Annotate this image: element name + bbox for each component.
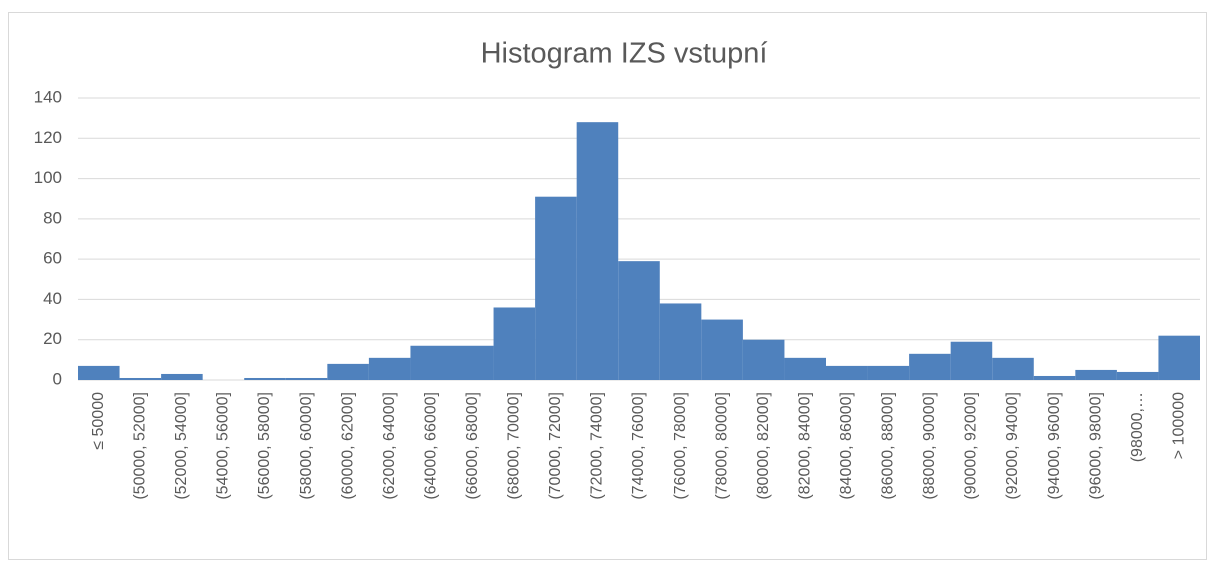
bar xyxy=(244,377,286,380)
bar xyxy=(992,357,1034,380)
x-tick-label: (90000, 92000] xyxy=(963,392,980,500)
x-tick-label: (86000, 88000] xyxy=(880,392,897,500)
y-tick-label: 120 xyxy=(34,128,62,147)
bar xyxy=(659,303,702,380)
bar xyxy=(826,365,868,380)
y-tick-label: 100 xyxy=(34,168,62,187)
bar xyxy=(701,319,743,380)
bar xyxy=(493,307,536,380)
x-tick-label: (84000, 86000] xyxy=(838,392,855,500)
y-tick-label: 80 xyxy=(43,208,62,227)
x-tick-label: (68000, 70000] xyxy=(506,392,523,500)
x-tick-label: (76000, 78000] xyxy=(672,392,689,500)
y-tick-label: 20 xyxy=(43,329,62,348)
x-tick-label: (70000, 72000] xyxy=(547,392,564,500)
x-tick-label: (58000, 60000] xyxy=(298,392,315,500)
bar xyxy=(742,339,785,380)
x-tick-label: (64000, 66000] xyxy=(422,392,439,500)
bar xyxy=(119,377,162,380)
bar xyxy=(1116,371,1159,380)
bar xyxy=(576,122,619,381)
bar xyxy=(327,363,369,380)
bar xyxy=(784,357,826,380)
bar xyxy=(950,341,993,380)
bar xyxy=(410,345,452,380)
bar xyxy=(867,365,910,380)
bar xyxy=(368,357,411,380)
x-tick-label: (66000, 68000] xyxy=(464,392,481,500)
x-tick-label: (98000,… xyxy=(1129,392,1146,462)
x-tick-label: (60000, 62000] xyxy=(339,392,356,500)
x-tick-label: (80000, 82000] xyxy=(755,392,772,500)
x-tick-label: ≤ 50000 xyxy=(90,392,107,450)
bar xyxy=(78,365,120,380)
bar xyxy=(1158,335,1200,380)
x-tick-label: (96000, 98000] xyxy=(1087,392,1104,500)
x-tick-label: (82000, 84000] xyxy=(796,392,813,500)
chart-title: Histogram IZS vstupní xyxy=(481,38,768,70)
bar xyxy=(285,377,328,380)
x-tick-label: (56000, 58000] xyxy=(256,392,273,500)
x-tick-label: (54000, 56000] xyxy=(215,392,232,500)
bar xyxy=(535,196,577,380)
x-tick-label: (78000, 80000] xyxy=(713,392,730,500)
bar xyxy=(618,261,660,380)
y-tick-label: 0 xyxy=(53,369,62,388)
x-tick-label: (74000, 76000] xyxy=(630,392,647,500)
x-tick-label: (92000, 94000] xyxy=(1004,392,1021,500)
y-tick-label: 40 xyxy=(43,289,62,308)
bar xyxy=(452,345,494,380)
x-tick-label: > 100000 xyxy=(1170,392,1187,459)
x-tick-label: (72000, 74000] xyxy=(589,392,606,500)
x-tick-label: (50000, 52000] xyxy=(132,392,149,500)
x-tick-label: (88000, 90000] xyxy=(921,392,938,500)
x-tick-label: (94000, 96000] xyxy=(1046,392,1063,500)
y-tick-label: 140 xyxy=(34,87,62,106)
y-tick-label: 60 xyxy=(43,249,62,268)
x-tick-label: (52000, 54000] xyxy=(173,392,190,500)
x-tick-label: (62000, 64000] xyxy=(381,392,398,500)
bar xyxy=(1075,369,1117,380)
bar xyxy=(909,353,951,380)
bar xyxy=(1033,375,1076,380)
bar xyxy=(161,373,203,380)
